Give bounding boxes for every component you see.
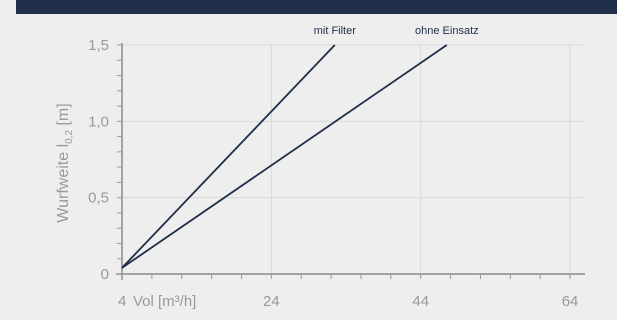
header-bar <box>16 0 617 14</box>
x-tick-label: 64 <box>562 293 579 310</box>
series-label: mit Filter <box>314 25 357 37</box>
series: mit Filter ohne Einsatz <box>121 25 479 269</box>
tick-labels: 0 0,5 1,0 1,5 4 24 44 64 Vol [m³/h] <box>88 37 578 310</box>
y-tick-label: 1,0 <box>88 113 109 130</box>
series-line <box>121 44 448 269</box>
series-label: ohne Einsatz <box>415 25 479 37</box>
x-tick-label: 4 <box>118 293 126 310</box>
x-tick-label: 24 <box>263 293 280 310</box>
y-tick-label: 0,5 <box>88 190 109 207</box>
y-tick-label: 0 <box>101 266 109 283</box>
series-line <box>121 44 336 269</box>
y-tick-label: 1,5 <box>88 37 109 54</box>
axes <box>116 43 585 280</box>
y-axis-label: Wurfweite l0,2 [m] <box>55 103 75 222</box>
x-tick-label: 44 <box>412 293 429 310</box>
x-axis-label: Vol [m³/h] <box>133 293 196 310</box>
grid <box>122 44 585 274</box>
